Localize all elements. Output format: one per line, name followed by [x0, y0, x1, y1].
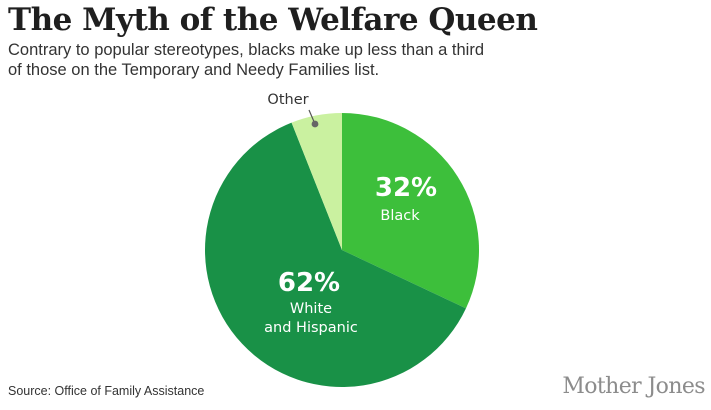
chart-subtitle: Contrary to popular stereotypes, blacks … [8, 40, 528, 80]
pie-slice-black [342, 113, 479, 309]
pie-slice-white-and-hispanic [204, 122, 466, 388]
subtitle-line-1: Contrary to popular stereotypes, blacks … [8, 41, 484, 59]
pie-slices [204, 113, 479, 388]
slice-name-label-white-and-hispanic: White and Hispanic [264, 301, 358, 336]
pie-slice-other [291, 113, 342, 250]
slice-value-label-black: 32% [375, 173, 437, 203]
slice-value-label-white-and-hispanic: 62% [278, 268, 340, 298]
pie-labels: 32% Black 62%White and Hispanic Other [264, 92, 437, 336]
chart-title: The Myth of the Welfare Queen [8, 2, 538, 38]
subtitle-line-2: of those on the Temporary and Needy Fami… [8, 61, 380, 79]
slice-name-label-black: Black [380, 208, 420, 224]
mother-jones-logo: Mother Jones [562, 374, 705, 399]
source-note: Source: Office of Family Assistance [8, 384, 205, 398]
slice-name-label-other: Other [267, 92, 308, 108]
leader-dot-other [311, 120, 319, 128]
